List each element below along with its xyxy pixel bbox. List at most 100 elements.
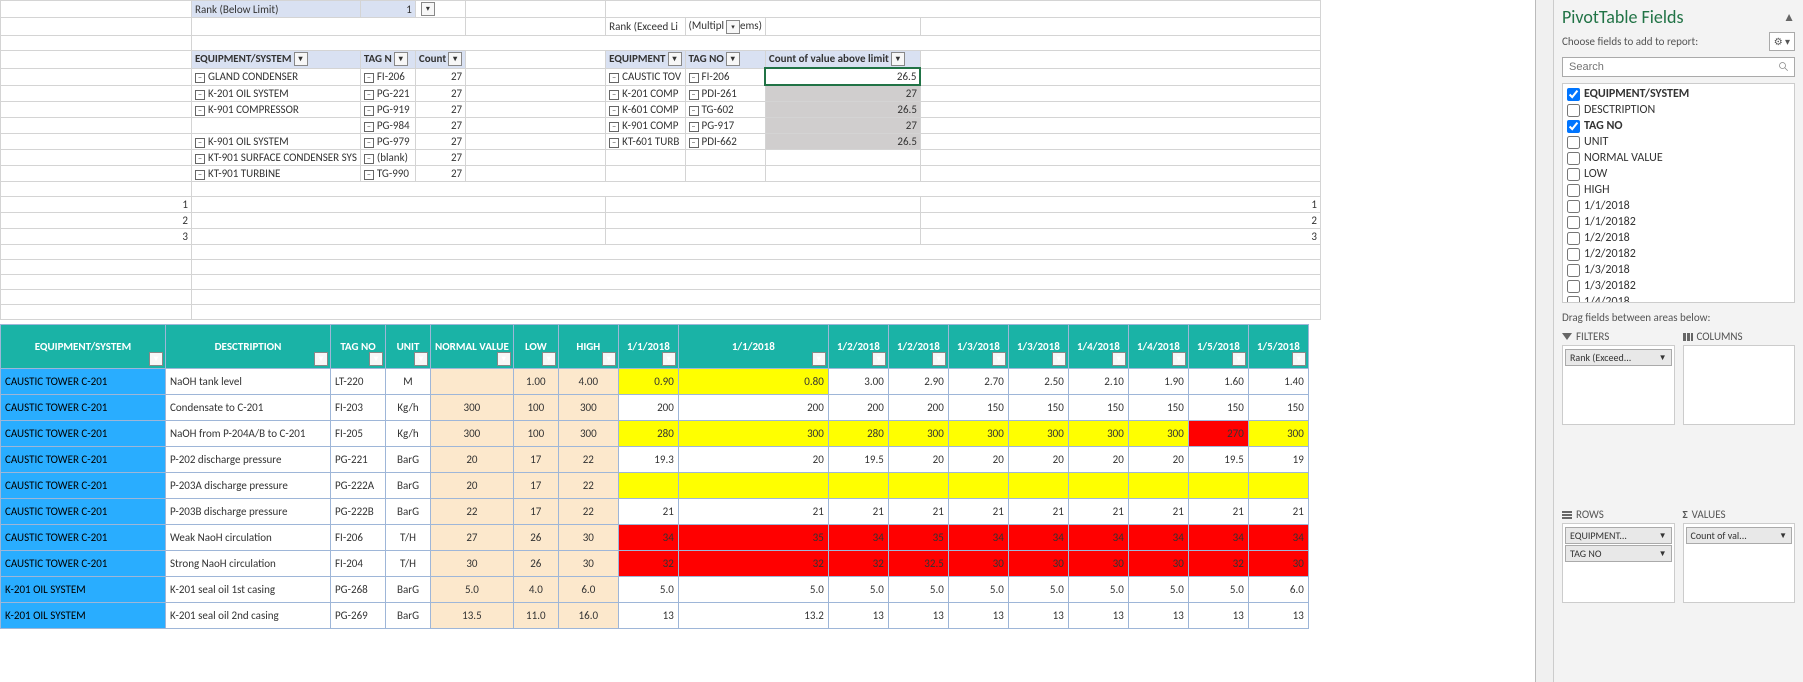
main-header[interactable]: 1/2/2018▾ [888, 325, 948, 369]
pvt1-row[interactable]: −GLAND CONDENSER [192, 68, 361, 85]
pvt1-row[interactable] [192, 118, 361, 134]
pvt2-eq-dropdown[interactable]: ▾ [668, 52, 682, 66]
value-cell[interactable] [1068, 473, 1128, 499]
column-filter-dropdown[interactable]: ▾ [149, 352, 163, 366]
field-checkbox[interactable] [1567, 280, 1580, 293]
row-chip[interactable]: TAG NO▼ [1565, 545, 1672, 562]
main-header[interactable]: 1/4/2018▾ [1068, 325, 1128, 369]
value-cell[interactable]: 2.90 [888, 369, 948, 395]
tag-cell[interactable]: FI-203 [331, 395, 386, 421]
column-filter-dropdown[interactable]: ▾ [414, 352, 428, 366]
value-cell[interactable]: 20 [1068, 447, 1128, 473]
value-cell[interactable]: 13 [1068, 603, 1128, 629]
collapse-icon[interactable]: − [689, 122, 699, 132]
field-checkbox[interactable] [1567, 264, 1580, 277]
value-cell[interactable]: 21 [1188, 499, 1248, 525]
collapse-icon[interactable]: − [364, 170, 374, 180]
column-filter-dropdown[interactable]: ▾ [1292, 352, 1306, 366]
column-filter-dropdown[interactable]: ▾ [992, 352, 1006, 366]
value-cell[interactable]: 150 [1128, 395, 1188, 421]
filter-chip[interactable]: Rank (Exceed...▼ [1565, 349, 1672, 366]
value-cell[interactable]: 13 [618, 603, 678, 629]
value-cell[interactable]: 300 [888, 421, 948, 447]
value-cell[interactable]: 13 [1248, 603, 1308, 629]
tag-cell[interactable]: PG-269 [331, 603, 386, 629]
field-item[interactable]: 1/1/2018 [1565, 198, 1792, 214]
value-cell[interactable]: 270 [1188, 421, 1248, 447]
value-cell[interactable]: 34 [1008, 525, 1068, 551]
collapse-icon[interactable]: − [195, 138, 205, 148]
value-cell[interactable]: 1.60 [1188, 369, 1248, 395]
value-cell[interactable]: 300 [1008, 421, 1068, 447]
pvt2-row[interactable]: −K-201 COMP [606, 85, 685, 102]
main-header[interactable]: 1/1/2018▾ [678, 325, 828, 369]
value-cell[interactable]: 300 [1248, 421, 1308, 447]
value-cell[interactable]: 35 [678, 525, 828, 551]
equipment-cell[interactable]: CAUSTIC TOWER C-201 [1, 525, 166, 551]
value-cell[interactable]: 5.0 [1188, 577, 1248, 603]
value-cell[interactable]: 2.10 [1068, 369, 1128, 395]
field-item[interactable]: 1/4/2018 [1565, 294, 1792, 303]
value-cell[interactable]: 21 [1128, 499, 1188, 525]
desc-cell[interactable]: P-203A discharge pressure [166, 473, 331, 499]
collapse-icon[interactable]: − [689, 106, 699, 116]
collapse-icon[interactable]: − [364, 73, 374, 83]
value-cell[interactable]: 150 [1188, 395, 1248, 421]
desc-cell[interactable]: NaOH tank level [166, 369, 331, 395]
collapse-icon[interactable]: − [689, 73, 699, 83]
field-item[interactable]: 1/2/2018 [1565, 230, 1792, 246]
main-header[interactable]: DESCTRIPTION▾ [166, 325, 331, 369]
value-cell[interactable] [1008, 473, 1068, 499]
field-item[interactable]: 1/3/20182 [1565, 278, 1792, 294]
value-cell[interactable]: 20 [678, 447, 828, 473]
column-filter-dropdown[interactable]: ▾ [662, 352, 676, 366]
value-cell[interactable]: 32.5 [888, 551, 948, 577]
collapse-icon[interactable]: − [609, 122, 619, 132]
tag-cell[interactable]: LT-220 [331, 369, 386, 395]
value-cell[interactable] [678, 473, 828, 499]
desc-cell[interactable]: K-201 seal oil 1st casing [166, 577, 331, 603]
value-cell[interactable] [618, 473, 678, 499]
value-cell[interactable]: 19 [1248, 447, 1308, 473]
pvt1-count-dropdown[interactable]: ▾ [448, 52, 462, 66]
value-cell[interactable]: 13 [1188, 603, 1248, 629]
main-header[interactable]: 1/5/2018▾ [1188, 325, 1248, 369]
field-item[interactable]: NORMAL VALUE [1565, 150, 1792, 166]
value-cell[interactable]: 34 [1128, 525, 1188, 551]
value-cell[interactable]: 2.50 [1008, 369, 1068, 395]
value-cell[interactable]: 300 [1128, 421, 1188, 447]
field-item[interactable]: 1/2/20182 [1565, 246, 1792, 262]
collapse-icon[interactable]: − [195, 170, 205, 180]
column-filter-dropdown[interactable]: ▾ [602, 352, 616, 366]
pvt1-tag[interactable]: −PG-221 [360, 85, 415, 102]
value-cell[interactable]: 150 [1008, 395, 1068, 421]
value-cell[interactable]: 200 [888, 395, 948, 421]
value-cell[interactable]: 5.0 [678, 577, 828, 603]
value-cell[interactable]: 21 [678, 499, 828, 525]
field-item[interactable]: UNIT [1565, 134, 1792, 150]
value-cell[interactable]: 21 [948, 499, 1008, 525]
main-header[interactable]: 1/5/2018▾ [1248, 325, 1308, 369]
field-checkbox[interactable] [1567, 296, 1580, 304]
desc-cell[interactable]: K-201 seal oil 2nd casing [166, 603, 331, 629]
main-header[interactable]: 1/2/2018▾ [828, 325, 888, 369]
pvt2-count-dropdown[interactable]: ▾ [891, 52, 905, 66]
collapse-icon[interactable]: − [364, 154, 374, 164]
rows-area[interactable]: EQUIPMENT...▼TAG NO▼ [1562, 523, 1675, 603]
pvt2-row[interactable]: −K-601 COMP [606, 102, 685, 118]
main-header[interactable]: 1/3/2018▾ [1008, 325, 1068, 369]
value-cell[interactable]: 5.0 [618, 577, 678, 603]
value-cell[interactable]: 30 [948, 551, 1008, 577]
desc-cell[interactable]: Strong NaoH circulation [166, 551, 331, 577]
collapse-icon[interactable]: − [364, 106, 374, 116]
value-cell[interactable]: 21 [828, 499, 888, 525]
value-cell[interactable]: 13 [888, 603, 948, 629]
value-cell[interactable]: 280 [828, 421, 888, 447]
rank-exceed-filter-dropdown[interactable]: ▾ [726, 20, 740, 34]
field-checkbox[interactable] [1567, 104, 1580, 117]
value-cell[interactable]: 150 [1248, 395, 1308, 421]
pvt1-row[interactable]: −K-901 COMPRESSOR [192, 102, 361, 118]
collapse-icon[interactable]: − [195, 106, 205, 116]
value-cell[interactable]: 6.0 [1248, 577, 1308, 603]
value-cell[interactable]: 21 [888, 499, 948, 525]
